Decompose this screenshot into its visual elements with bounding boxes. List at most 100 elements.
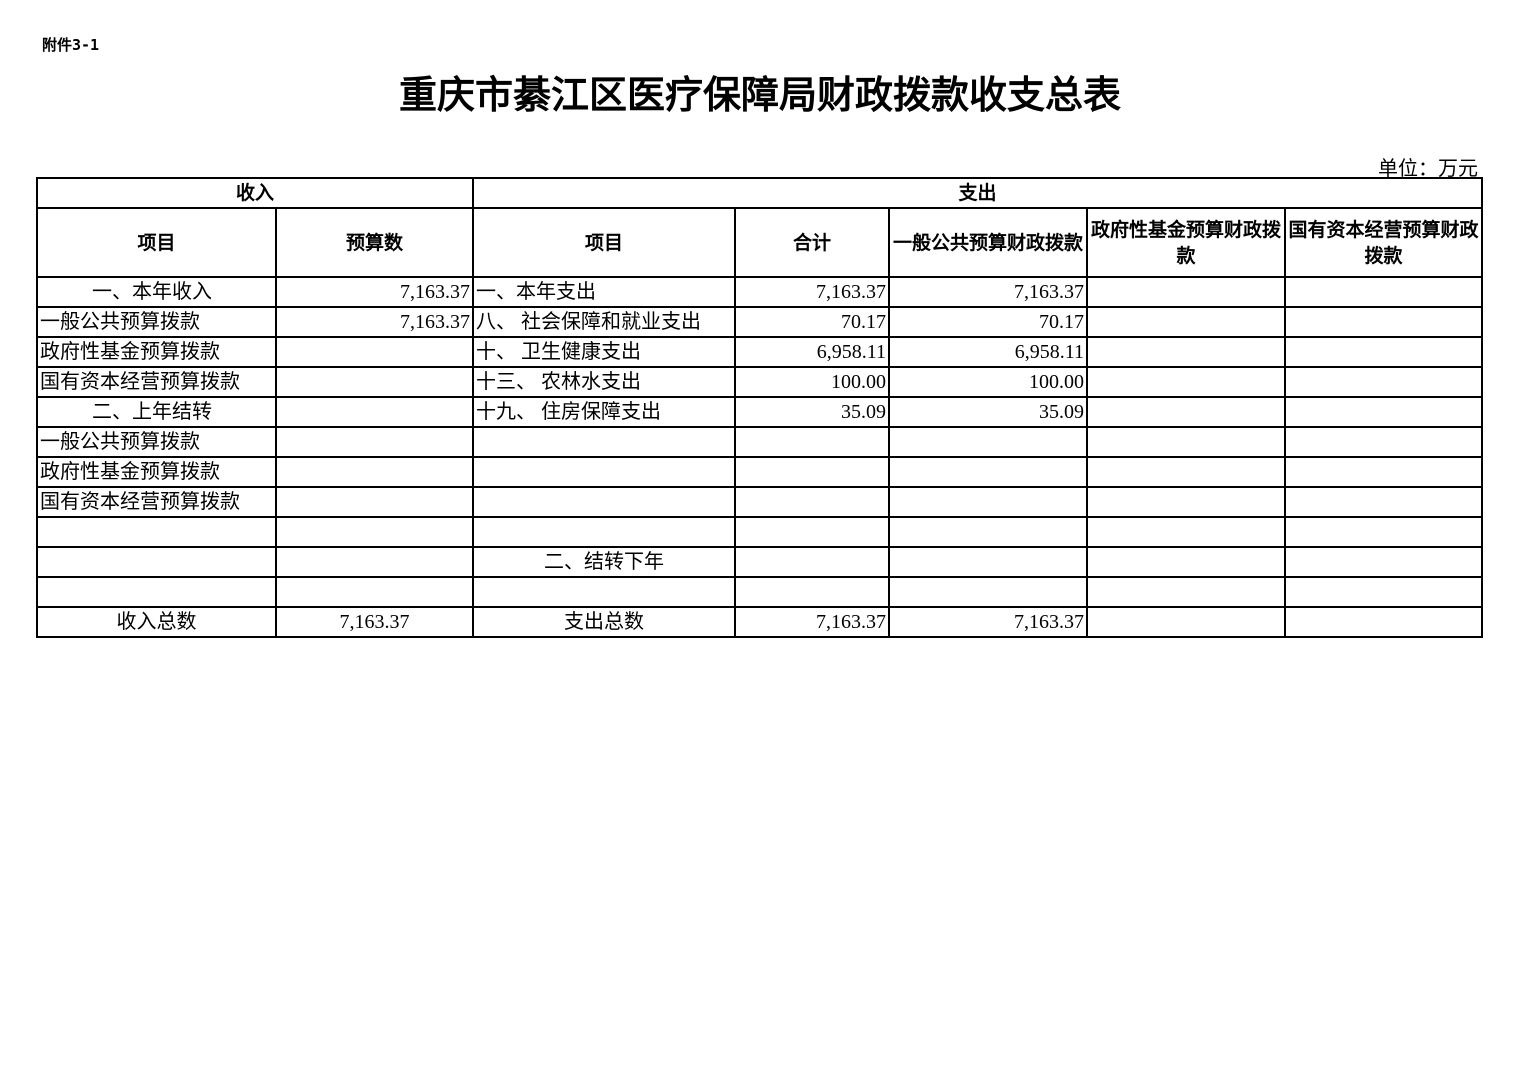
table-cell xyxy=(888,456,1089,488)
table-cell xyxy=(1284,486,1484,518)
table-cell xyxy=(1086,306,1287,338)
table-cell xyxy=(1284,366,1484,398)
table-cell xyxy=(1284,426,1484,458)
table-cell xyxy=(888,516,1089,548)
table-cell xyxy=(1284,576,1484,608)
table-cell xyxy=(36,576,277,608)
table-row: 二、上年结转 十九、 住房保障支出 35.09 35.09 xyxy=(36,396,1484,428)
table-cell: 7,163.37 xyxy=(274,276,475,308)
table-cell: 70.17 xyxy=(734,306,891,338)
table-cell xyxy=(472,456,737,488)
table-cell: 7,163.37 xyxy=(888,606,1089,638)
table-cell xyxy=(734,426,891,458)
table-row xyxy=(36,516,1484,548)
table-cell: 6,958.11 xyxy=(734,336,891,368)
table-cell xyxy=(1086,426,1287,458)
col-header: 国有资本经营预算财政拨款 xyxy=(1284,207,1484,278)
attachment-label: 附件3-1 xyxy=(42,36,100,54)
table-row: 一般公共预算拨款 xyxy=(36,426,1484,458)
table-cell xyxy=(888,486,1089,518)
table-cell xyxy=(274,576,475,608)
table-cell xyxy=(734,486,891,518)
table-cell: 7,163.37 xyxy=(734,276,891,308)
table-cell: 一般公共预算拨款 xyxy=(36,306,277,338)
table-cell: 100.00 xyxy=(888,366,1089,398)
table-row: 收入总数 7,163.37 支出总数 7,163.37 7,163.37 xyxy=(36,606,1484,638)
table-cell xyxy=(734,576,891,608)
table-cell xyxy=(1086,276,1287,308)
table-cell xyxy=(1086,606,1287,638)
table-cell: 十、 卫生健康支出 xyxy=(472,336,737,368)
income-header: 收入 xyxy=(35,177,475,209)
table-cell: 收入总数 xyxy=(36,606,277,638)
table-cell xyxy=(1086,396,1287,428)
table-cell: 7,163.37 xyxy=(274,306,475,338)
table-cell: 国有资本经营预算拨款 xyxy=(36,486,277,518)
table-row: 国有资本经营预算拨款 xyxy=(36,486,1484,518)
table-cell: 7,163.37 xyxy=(274,606,475,638)
table-cell xyxy=(1284,516,1484,548)
table-cell xyxy=(1284,276,1484,308)
table-cell xyxy=(472,486,737,518)
col-header: 政府性基金预算财政拨款 xyxy=(1086,207,1287,278)
col-header: 一般公共预算财政拨款 xyxy=(888,207,1089,278)
table-row: 政府性基金预算拨款 十、 卫生健康支出 6,958.11 6,958.11 xyxy=(36,336,1484,368)
table-cell xyxy=(1284,396,1484,428)
table-cell xyxy=(274,486,475,518)
table-cell xyxy=(1284,306,1484,338)
table-cell: 政府性基金预算拨款 xyxy=(36,336,277,368)
table-cell: 一、本年收入 xyxy=(36,276,277,308)
budget-table: 收入 支出 项目 预算数 项目 合计 一般公共预算财政拨款 政府性基金预算财政拨… xyxy=(35,177,1484,638)
table-row: 一般公共预算拨款 7,163.37 八、 社会保障和就业支出 70.17 70.17 xyxy=(36,306,1484,338)
table-cell xyxy=(274,546,475,578)
table-cell: 35.09 xyxy=(734,396,891,428)
table-cell xyxy=(274,516,475,548)
table-cell xyxy=(36,516,277,548)
table-cell: 二、结转下年 xyxy=(472,546,737,578)
table-cell xyxy=(36,546,277,578)
table-cell xyxy=(1284,336,1484,368)
table-row: 一、本年收入 7,163.37 一、本年支出 7,163.37 7,163.37 xyxy=(36,276,1484,308)
table-cell: 国有资本经营预算拨款 xyxy=(36,366,277,398)
table-cell: 7,163.37 xyxy=(888,276,1089,308)
col-header: 项目 xyxy=(36,207,277,278)
table-cell: 一、本年支出 xyxy=(472,276,737,308)
table-cell: 二、上年结转 xyxy=(36,396,277,428)
expense-header: 支出 xyxy=(472,177,1484,209)
page-title: 重庆市綦江区医疗保障局财政拨款收支总表 xyxy=(398,73,1121,117)
table-cell xyxy=(1086,336,1287,368)
table-cell xyxy=(888,576,1089,608)
table-cell xyxy=(1086,366,1287,398)
table-cell xyxy=(1086,516,1287,548)
table-cell: 6,958.11 xyxy=(888,336,1089,368)
table-cell: 70.17 xyxy=(888,306,1089,338)
col-header: 预算数 xyxy=(274,207,475,278)
table-row xyxy=(36,576,1484,608)
col-header: 项目 xyxy=(472,207,737,278)
table-cell: 十三、 农林水支出 xyxy=(472,366,737,398)
table-row: 政府性基金预算拨款 xyxy=(36,456,1484,488)
table-cell xyxy=(1086,546,1287,578)
table-cell xyxy=(274,336,475,368)
table-cell xyxy=(888,546,1089,578)
table-cell xyxy=(472,426,737,458)
table-cell: 八、 社会保障和就业支出 xyxy=(472,306,737,338)
table-cell xyxy=(734,516,891,548)
table-cell xyxy=(274,456,475,488)
table-cell: 100.00 xyxy=(734,366,891,398)
table-cell xyxy=(472,576,737,608)
unit-label: 单位：万元 xyxy=(1378,158,1478,180)
table-row: 国有资本经营预算拨款 十三、 农林水支出 100.00 100.00 xyxy=(36,366,1484,398)
table-cell xyxy=(734,456,891,488)
table-row: 二、结转下年 xyxy=(36,546,1484,578)
table-cell: 政府性基金预算拨款 xyxy=(36,456,277,488)
table-cell xyxy=(1284,606,1484,638)
table-cell xyxy=(1086,576,1287,608)
table-cell xyxy=(1086,456,1287,488)
table-cell xyxy=(274,426,475,458)
table-cell: 一般公共预算拨款 xyxy=(36,426,277,458)
table-cell: 35.09 xyxy=(888,396,1089,428)
table-cell: 7,163.37 xyxy=(734,606,891,638)
table-cell: 支出总数 xyxy=(472,606,737,638)
table-cell xyxy=(274,366,475,398)
